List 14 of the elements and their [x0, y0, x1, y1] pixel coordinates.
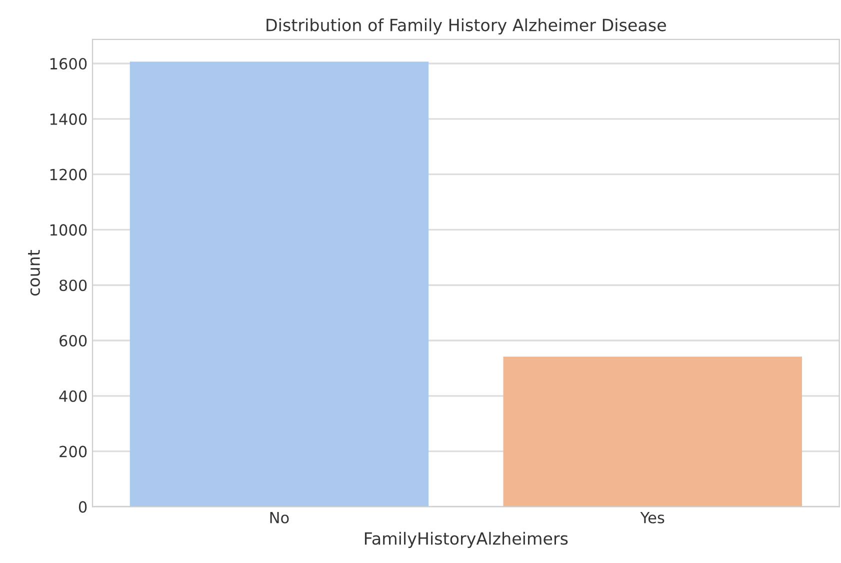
y-tick-label: 400 [59, 390, 87, 402]
y-tick-label: 800 [60, 280, 87, 292]
y-tick-label: 1600 [50, 58, 87, 70]
y-tick-label: 1400 [50, 113, 87, 125]
y-tick-label: 600 [60, 334, 87, 347]
y-tick-label: 200 [60, 446, 87, 458]
x-axis-title: FamilyHistoryAlzheimers [364, 532, 568, 548]
y-tick-label: 1000 [50, 224, 87, 236]
chart-title: Distribution of Family History Alzheimer Disease [266, 18, 666, 35]
x-tick-label: Yes [640, 512, 664, 524]
x-tick-label: No [270, 512, 289, 524]
y-axis-title: count [28, 250, 40, 296]
y-tick-label: 1200 [50, 168, 87, 180]
y-tick-label: 0 [78, 501, 87, 513]
